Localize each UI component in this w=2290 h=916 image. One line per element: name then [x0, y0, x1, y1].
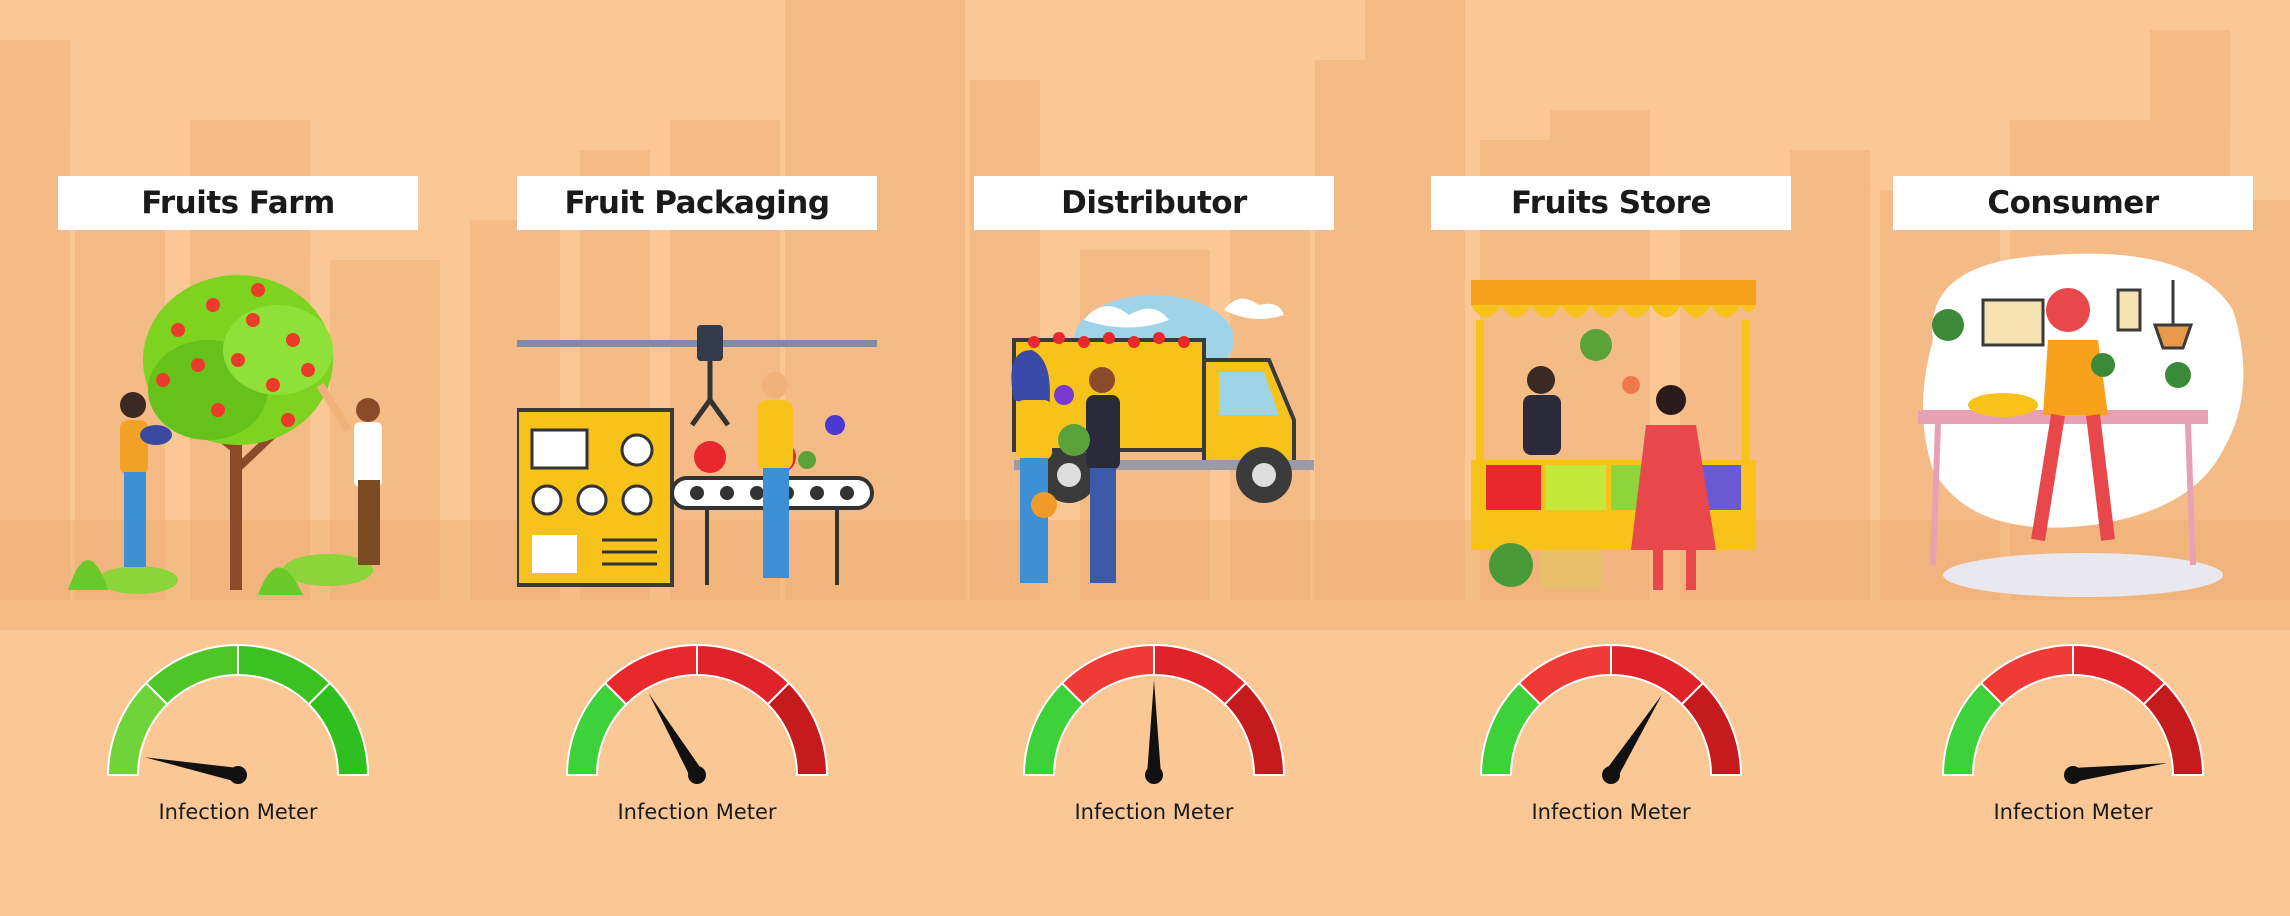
fruit-farm-illustration — [68, 275, 382, 595]
distributor-truck-illustration — [1011, 295, 1314, 583]
stage-panel-consumer: Consumer Infection Meter — [1893, 0, 2253, 916]
gauge-segment — [1680, 681, 1743, 776]
infection-meter-gauge — [1022, 643, 1286, 784]
gauge-segment — [1022, 681, 1085, 776]
gauge-hub — [1602, 766, 1620, 784]
gauge-segment — [1979, 643, 2074, 706]
infection-meter-label: Infection Meter — [1531, 800, 1691, 824]
gauge-hub — [229, 766, 247, 784]
gauge-segment — [2142, 681, 2205, 776]
gauge-segment — [2072, 643, 2167, 706]
stage-title: Distributor — [1061, 185, 1247, 221]
gauge-segment — [766, 681, 829, 776]
stage-title-box: Fruits Farm — [58, 176, 418, 230]
gauge-segment — [307, 681, 370, 776]
gauge-needle — [1605, 694, 1662, 779]
infection-meter-gauge — [106, 643, 370, 784]
gauge-hub — [2064, 766, 2082, 784]
infection-meter-label: Infection Meter — [158, 800, 318, 824]
stage-panel-distributor: Distributor Infection Me — [974, 0, 1334, 916]
stage-title: Consumer — [1987, 185, 2159, 221]
stage-panel-packaging: Fruit Packaging — [517, 0, 877, 916]
gauge-segment — [1517, 643, 1612, 706]
stage-title-box: Consumer — [1893, 176, 2253, 230]
gauge-segment — [106, 681, 169, 776]
gauge-segment — [1941, 681, 2004, 776]
gauge-hub — [688, 766, 706, 784]
gauge-needle — [144, 757, 240, 782]
consumer-illustration — [1918, 253, 2244, 597]
gauge-segment — [696, 643, 791, 706]
gauge-segment — [565, 681, 628, 776]
stage-title-box: Fruits Store — [1431, 176, 1791, 230]
gauge-segment — [603, 643, 698, 706]
infection-meter-gauge — [565, 643, 829, 784]
fruit-packaging-illustration — [517, 325, 877, 587]
gauge-needle — [1147, 680, 1161, 775]
infection-meter-label: Infection Meter — [1074, 800, 1234, 824]
gauge-needle — [2072, 763, 2168, 782]
infection-meter-label: Infection Meter — [1993, 800, 2153, 824]
gauge-segment — [144, 643, 239, 706]
stage-title-box: Fruit Packaging — [517, 176, 877, 230]
fruit-store-illustration — [1471, 280, 1756, 590]
gauge-segment — [237, 643, 332, 706]
stage-panel-farm: Fruits Farm — [58, 0, 418, 916]
gauge-hub — [1145, 766, 1163, 784]
infection-meter-gauge — [1479, 643, 1743, 784]
infection-meter-gauge — [1941, 643, 2205, 784]
stage-title-box: Distributor — [974, 176, 1334, 230]
gauge-segment — [1060, 643, 1155, 706]
gauge-segment — [1223, 681, 1286, 776]
gauge-segment — [1479, 681, 1542, 776]
stage-title: Fruit Packaging — [564, 185, 830, 221]
stage-title: Fruits Farm — [141, 185, 335, 221]
infection-meter-label: Infection Meter — [617, 800, 777, 824]
gauge-needle — [648, 693, 704, 779]
stage-panel-store: Fruits Store Infection M — [1431, 0, 1791, 916]
stage-title: Fruits Store — [1511, 185, 1712, 221]
gauge-segment — [1153, 643, 1248, 706]
gauge-segment — [1610, 643, 1705, 706]
